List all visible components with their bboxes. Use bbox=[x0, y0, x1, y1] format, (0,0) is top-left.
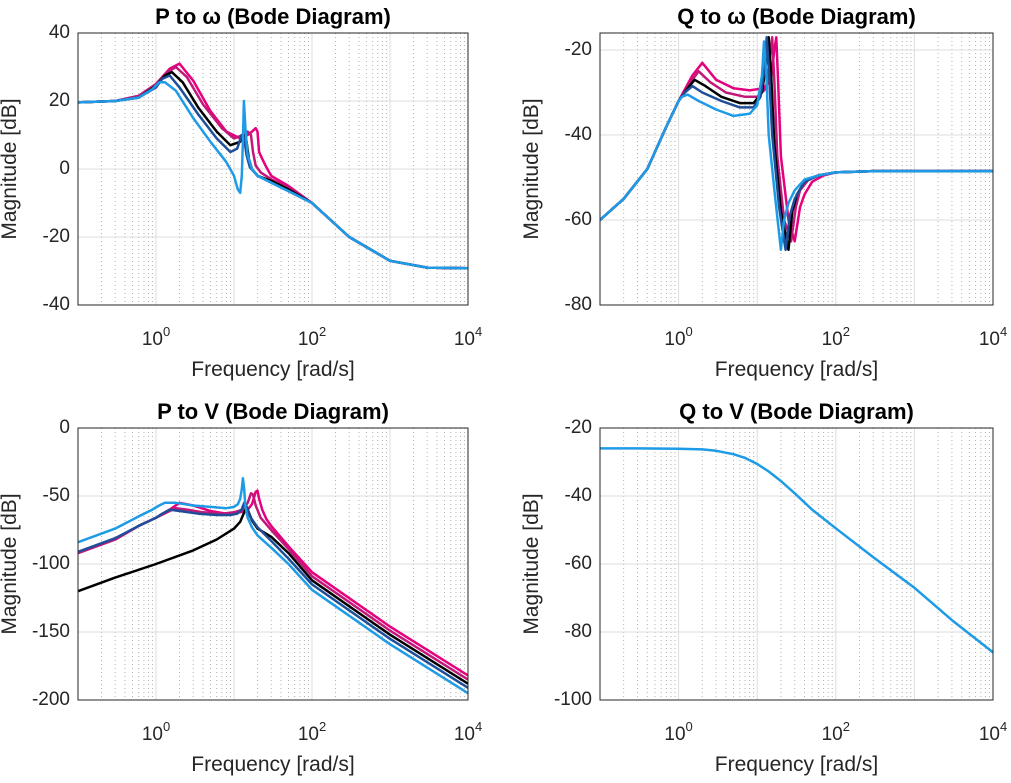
x-tick-label: 102 bbox=[298, 719, 326, 745]
chart-panel-3: 0 -50 -100 -150 -200 100 102 104 P to V (Bode Di… bbox=[0, 399, 482, 776]
x-axis-label: Frequency [rad/s] bbox=[191, 753, 354, 776]
series-line-1 bbox=[600, 447, 993, 654]
y-tick-label: -20 bbox=[565, 417, 592, 438]
y-tick-label: -60 bbox=[565, 209, 592, 230]
y-tick-label: -50 bbox=[43, 485, 70, 506]
series-line-5 bbox=[78, 81, 468, 270]
series-line-5 bbox=[600, 40, 993, 252]
series-group bbox=[78, 62, 468, 270]
x-tick-label: 104 bbox=[979, 324, 1007, 350]
chart-panel-4: -20 -40 -60 -80 -100 100 102 104 Q to V (Bode Di… bbox=[520, 399, 1007, 776]
x-tick-label: 100 bbox=[664, 324, 692, 350]
y-tick-label: 0 bbox=[59, 417, 70, 438]
y-tick-label: -20 bbox=[43, 226, 70, 247]
y-axis-label: Magnitude [dB] bbox=[0, 493, 21, 634]
x-tick-label: 100 bbox=[142, 719, 170, 745]
x-axis-label: Frequency [rad/s] bbox=[715, 358, 878, 381]
y-tick-label: -60 bbox=[565, 553, 592, 574]
x-tick-label: 100 bbox=[664, 719, 692, 745]
y-tick-label: 40 bbox=[49, 22, 70, 43]
x-axis-label: Frequency [rad/s] bbox=[715, 753, 878, 776]
series-group bbox=[600, 447, 993, 654]
y-tick-label: -40 bbox=[43, 294, 70, 315]
axes-box bbox=[599, 32, 994, 306]
y-tick-label: -80 bbox=[565, 294, 592, 315]
x-tick-label: 104 bbox=[454, 324, 482, 350]
chart-title: Q to ω (Bode Diagram) bbox=[677, 4, 916, 29]
y-tick-label: -80 bbox=[565, 621, 592, 642]
y-tick-label: -40 bbox=[565, 124, 592, 145]
x-tick-label: 102 bbox=[822, 719, 850, 745]
y-tick-label: -150 bbox=[32, 621, 70, 642]
y-tick-label: -40 bbox=[565, 485, 592, 506]
x-tick-label: 102 bbox=[822, 324, 850, 350]
series-line-5 bbox=[78, 477, 468, 695]
chart-panel-1: 40 20 0 -20 -40 100 102 104 P to ω (Bode Diagram… bbox=[0, 4, 482, 381]
y-tick-label: -20 bbox=[565, 39, 592, 60]
y-axis-label: Magnitude [dB] bbox=[0, 98, 21, 239]
y-tick-label: -200 bbox=[32, 689, 70, 710]
chart-panel-2: -20 -40 -60 -80 100 102 104 Q to ω (Bode Diagra… bbox=[520, 4, 1007, 381]
y-tick-label: -100 bbox=[32, 553, 70, 574]
x-axis-label: Frequency [rad/s] bbox=[191, 358, 354, 381]
y-tick-label: -100 bbox=[554, 689, 592, 710]
axes-box bbox=[599, 427, 994, 701]
x-tick-label: 100 bbox=[142, 324, 170, 350]
chart-title: P to V (Bode Diagram) bbox=[157, 399, 389, 424]
plot-area bbox=[600, 33, 993, 305]
x-tick-label: 104 bbox=[454, 719, 482, 745]
series-line-4 bbox=[78, 501, 468, 690]
x-tick-label: 104 bbox=[979, 719, 1007, 745]
axes-box bbox=[77, 32, 469, 306]
y-axis-label: Magnitude [dB] bbox=[520, 98, 543, 239]
axes-box bbox=[77, 427, 469, 701]
x-tick-label: 102 bbox=[298, 324, 326, 350]
y-tick-label: 20 bbox=[49, 90, 70, 111]
chart-title: P to ω (Bode Diagram) bbox=[155, 4, 391, 29]
y-axis-label: Magnitude [dB] bbox=[520, 493, 543, 634]
chart-title: Q to V (Bode Diagram) bbox=[679, 399, 914, 424]
series-group bbox=[600, 36, 993, 252]
series-group bbox=[78, 477, 468, 695]
y-tick-label: 0 bbox=[59, 158, 70, 179]
